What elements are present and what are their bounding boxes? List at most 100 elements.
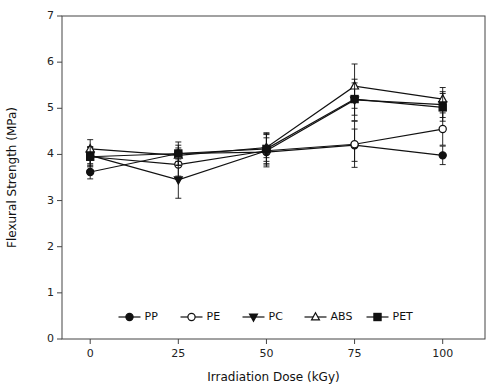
y-tick [57, 246, 62, 247]
error-cap [352, 120, 358, 121]
error-cap [440, 145, 446, 146]
legend-label: ABS [331, 310, 353, 323]
y-tick [57, 16, 62, 17]
legend-label: PET [393, 310, 414, 323]
error-cap [440, 164, 446, 165]
plot-frame [62, 16, 485, 339]
point [351, 141, 358, 148]
series-line [90, 86, 443, 155]
point [351, 95, 358, 102]
error-bar [352, 79, 358, 121]
error-cap [440, 93, 446, 94]
series [87, 129, 447, 179]
y-tick-label: 5 [47, 101, 54, 114]
y-tick-label: 4 [47, 147, 54, 160]
y-tick-label: 0 [47, 332, 54, 345]
series [87, 83, 447, 167]
point [175, 150, 182, 157]
series [86, 79, 446, 198]
series [86, 64, 446, 166]
x-tick-label: 0 [87, 347, 94, 360]
error-cap [87, 178, 93, 179]
x-tick-label: 50 [259, 347, 273, 360]
error-cap [352, 167, 358, 168]
plot-area [62, 16, 485, 339]
error-bar [440, 146, 446, 164]
series-line [90, 99, 443, 157]
legend-label: PE [207, 310, 221, 323]
error-cap [263, 166, 269, 167]
error-cap [175, 198, 181, 199]
y-tick [57, 108, 62, 109]
point [87, 168, 94, 175]
legend-marker [126, 313, 133, 320]
y-tick [57, 200, 62, 201]
error-cap [263, 132, 269, 133]
error-bar [87, 165, 93, 179]
point [87, 153, 94, 160]
point [351, 142, 358, 149]
legend-item: PET [367, 310, 414, 323]
y-tick-label: 3 [47, 194, 54, 207]
error-cap [263, 165, 269, 166]
legend-marker [374, 313, 381, 320]
y-axis-label: Flexural Strength (MPa) [5, 107, 19, 248]
legend-label: PP [145, 310, 159, 323]
error-cap [87, 139, 93, 140]
series [87, 113, 447, 176]
point [439, 104, 446, 111]
error-cap [87, 166, 93, 167]
plot-data [86, 64, 446, 198]
legend: PP PE PC ABS PET [119, 310, 414, 323]
y-tick-label: 1 [47, 286, 54, 299]
error-bar [175, 161, 181, 198]
legend-marker [188, 313, 195, 320]
x-tick [90, 339, 91, 344]
error-bar [352, 121, 358, 167]
x-axis-label: Irradiation Dose (kGy) [207, 370, 339, 384]
legend-item: ABS [305, 310, 353, 323]
error-cap [440, 87, 446, 88]
point [439, 152, 446, 159]
y-tick [57, 154, 62, 155]
error-bar [175, 142, 181, 165]
point [174, 177, 182, 184]
error-cap [352, 121, 358, 122]
y-tick [57, 339, 62, 340]
legend-marker [250, 314, 258, 321]
point [175, 150, 182, 157]
y-tick-label: 6 [47, 55, 54, 68]
legend-item: PE [181, 310, 221, 323]
error-cap [352, 82, 358, 83]
error-cap [87, 146, 93, 147]
error-cap [175, 141, 181, 142]
legend-item: PP [119, 310, 159, 323]
chart: 012345670255075100Irradiation Dose (kGy)… [0, 0, 501, 391]
series-line [90, 129, 443, 165]
series-line [90, 100, 443, 180]
error-bar [87, 147, 93, 167]
error-cap [440, 121, 446, 122]
y-tick [57, 62, 62, 63]
y-tick [57, 292, 62, 293]
y-tick-label: 2 [47, 240, 54, 253]
x-tick [178, 339, 179, 344]
error-cap [175, 165, 181, 166]
error-bar [352, 83, 358, 115]
error-bar [263, 133, 269, 165]
y-tick-label: 7 [47, 9, 54, 22]
legend-marker [312, 313, 320, 320]
legend-item: PC [243, 310, 284, 323]
error-bar [175, 148, 181, 159]
x-tick [266, 339, 267, 344]
legend-label: PC [269, 310, 284, 323]
error-bar [440, 94, 446, 122]
x-tick-label: 100 [432, 347, 453, 360]
error-cap [352, 115, 358, 116]
point [87, 153, 94, 160]
x-tick [354, 339, 355, 344]
point [86, 152, 94, 159]
x-tick-label: 25 [171, 347, 185, 360]
error-cap [175, 165, 181, 166]
point [263, 145, 270, 152]
